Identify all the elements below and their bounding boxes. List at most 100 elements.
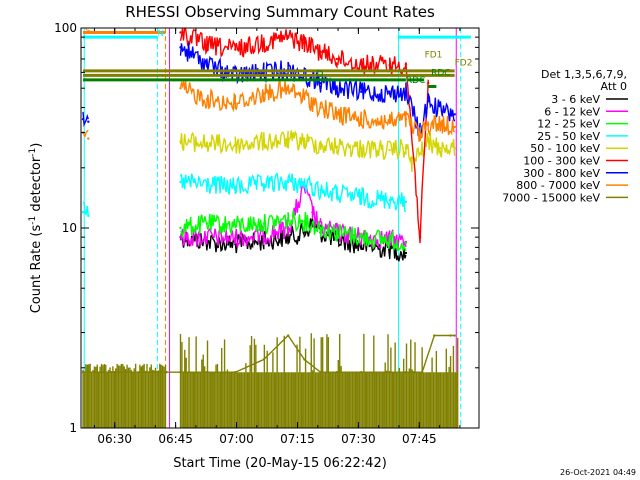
series-4-point-2 — [234, 143, 237, 147]
series-1-point-7 — [311, 210, 314, 214]
series-5-point-8 — [360, 62, 363, 66]
series-3-point-12 — [404, 200, 408, 204]
series-5-point-4 — [286, 35, 290, 39]
series-2-point-9 — [388, 238, 391, 242]
series-1-point-5 — [295, 207, 298, 210]
legend-label-1: 6 - 12 keV — [544, 105, 600, 118]
series-5-point-12 — [427, 81, 430, 85]
annotation-d-2: D — [317, 70, 324, 80]
series-2-point-1 — [205, 222, 209, 225]
x-tick-label-3: 07:15 — [280, 432, 315, 446]
series-1-point-3 — [262, 234, 265, 237]
series-0-point-11 — [404, 251, 408, 255]
series-2-point-6 — [319, 226, 322, 230]
series-6-point-15 — [441, 110, 444, 114]
series-5-point-2 — [234, 48, 237, 51]
legend-label-8: 7000 - 15000 keV — [502, 191, 600, 204]
series-5-point-11 — [418, 235, 422, 239]
annotation-n-1: N — [157, 29, 164, 39]
legend-label-6: 300 - 800 keV — [523, 167, 600, 180]
series-3-point-10 — [360, 196, 363, 199]
legend-label-4: 50 - 100 keV — [530, 142, 600, 155]
series-1-point-4 — [286, 226, 290, 230]
annotation-s-0: S — [85, 26, 91, 36]
series-3-point-7 — [303, 183, 306, 186]
series-4-point-9 — [388, 148, 391, 152]
series-2-point-7 — [335, 231, 339, 234]
series-6-point-10 — [360, 90, 363, 93]
series-3-point-3 — [205, 183, 209, 186]
series-4-point-12 — [427, 140, 430, 143]
series-3-point-1 — [87, 214, 90, 218]
series-trace-2 — [180, 210, 407, 252]
series-7-point-2 — [179, 87, 182, 90]
series-8-point-17 — [453, 334, 456, 337]
series-3-point-2 — [179, 180, 182, 184]
series-5-point-6 — [319, 50, 322, 54]
series-3-point-0 — [81, 210, 85, 214]
x-tick-label-5: 07:45 — [402, 432, 437, 446]
series-4-point-14 — [453, 147, 456, 150]
legend-header-1: Att 0 — [601, 80, 627, 93]
x-tick-label-2: 07:00 — [219, 432, 254, 446]
series-trace-4 — [179, 130, 456, 173]
series-6-point-2 — [179, 46, 182, 49]
series-7-point-13 — [418, 134, 422, 137]
series-7-point-5 — [262, 92, 265, 95]
legend-label-0: 3 - 6 keV — [551, 93, 600, 106]
series-1-point-2 — [234, 236, 237, 240]
series-2-point-3 — [262, 222, 265, 225]
series-5-point-10 — [404, 62, 408, 66]
y-tick-label-1: 10 — [62, 221, 77, 235]
footer-date: 26-Oct-2021 04:49 — [560, 468, 636, 477]
annotation-fd1-3: FD1 — [425, 51, 443, 61]
series-6-point-8 — [319, 81, 322, 85]
series-25-50keV — [81, 172, 408, 218]
series-12-25keV — [179, 210, 408, 252]
series-4-point-3 — [262, 140, 265, 143]
series-4-point-0 — [179, 140, 182, 143]
series-800-7000keV — [81, 80, 456, 142]
plot-inner: S N D FD1 FD2 RDC RDC — [81, 26, 473, 428]
series-6-point-3 — [205, 62, 209, 66]
series-5-point-0 — [179, 31, 182, 34]
series-5-point-7 — [335, 57, 339, 61]
series-2-point-8 — [360, 235, 363, 239]
series-7-point-10 — [360, 117, 363, 121]
x-tick-label-1: 06:45 — [158, 432, 193, 446]
series-7-point-11 — [388, 120, 391, 123]
series-trace-7 — [82, 80, 456, 142]
series-2-point-2 — [234, 224, 237, 227]
series-3-point-9 — [335, 192, 339, 196]
series-7-point-8 — [319, 106, 322, 109]
y-axis-label: Count Rate (s-1 detector-1) — [28, 143, 44, 314]
series-8-point-16 — [449, 334, 452, 337]
series-5-point-1 — [205, 44, 209, 47]
series-50-100keV — [179, 130, 456, 173]
series-6-point-16 — [453, 113, 456, 116]
series-6-point-0 — [81, 117, 85, 121]
series-2-point-10 — [404, 241, 408, 245]
series-5-point-3 — [262, 40, 265, 44]
series-3-point-11 — [388, 198, 391, 202]
x-tick-label-0: 06:30 — [97, 432, 132, 446]
series-6-point-11 — [388, 92, 391, 95]
series-5-point-5 — [303, 41, 306, 45]
series-3-point-5 — [262, 183, 265, 186]
series-4-point-6 — [319, 143, 322, 147]
series-2-point-4 — [286, 218, 290, 221]
annotation-fd2-4: FD2 — [455, 58, 473, 68]
series-0-point-10 — [388, 248, 391, 251]
series-5-point-9 — [388, 64, 391, 67]
legend-label-5: 100 - 300 keV — [523, 155, 600, 168]
series-7-point-7 — [303, 96, 306, 99]
series-8-point-15 — [433, 334, 436, 337]
series-3-point-6 — [286, 180, 290, 184]
series-6-point-12 — [404, 90, 408, 93]
legend-label-7: 800 - 7000 keV — [516, 179, 600, 192]
series-6-point-1 — [87, 120, 90, 123]
series-1-point-0 — [179, 235, 182, 239]
series-4-point-4 — [286, 138, 290, 142]
